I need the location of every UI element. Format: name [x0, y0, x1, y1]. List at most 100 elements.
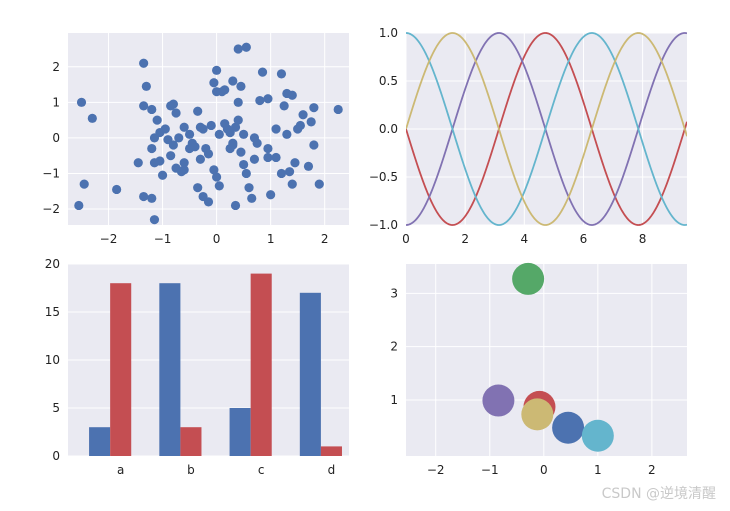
x-tick-label: −1 [154, 232, 172, 246]
x-tick-label: 0 [402, 232, 410, 246]
bar [229, 408, 251, 456]
scatter-point [195, 154, 205, 164]
x-tick-label: 1 [267, 232, 275, 246]
y-tick-label: −1 [42, 166, 60, 180]
scatter-point [147, 143, 157, 154]
scatter-point [309, 140, 319, 150]
bar [250, 273, 272, 456]
x-tick-label: a [117, 463, 124, 477]
scatter-point [76, 97, 87, 107]
x-tick-label: 2 [461, 232, 469, 246]
bar [320, 446, 342, 456]
scatter-point [241, 168, 251, 179]
y-tick-label: 0 [52, 449, 60, 463]
scatter-point [139, 191, 149, 202]
scatter-point [201, 143, 211, 154]
scatter-point [74, 200, 84, 211]
y-tick-label: 1.0 [379, 26, 398, 40]
x-tick-label: −1 [481, 463, 499, 477]
scatter-point [298, 110, 308, 120]
scatter-point [303, 161, 314, 171]
y-tick-label: 2 [390, 340, 398, 354]
scatter-point [212, 65, 222, 75]
scatter-point [306, 117, 316, 127]
bubble-scatter-axes: −2 −1 0 1 2 1 2 3 [390, 262, 687, 477]
y-tick-label: 0.0 [379, 122, 398, 136]
x-tick-label: 8 [639, 232, 647, 246]
scatter-point [190, 142, 200, 152]
y-tick-label: 2 [52, 60, 60, 74]
scatter-point [160, 124, 170, 134]
y-tick-label: −1.0 [369, 218, 398, 232]
scatter-point [206, 120, 216, 131]
scatter-point [133, 158, 143, 168]
scatter-point [239, 129, 249, 139]
x-tick-label: 1 [594, 463, 602, 477]
scatter-point [225, 127, 235, 138]
scatter-point [236, 81, 246, 91]
scatter-point [139, 101, 149, 111]
scatter-point [220, 85, 230, 95]
series-line [406, 32, 687, 226]
bubble [521, 398, 554, 431]
scatter-point [263, 94, 273, 104]
series-line [406, 32, 687, 226]
watermark: CSDN @逆境清醒 [601, 486, 716, 502]
scatter-point [168, 99, 178, 109]
scatter-point [87, 113, 97, 123]
scatter-point [233, 115, 243, 125]
scatter-point [287, 90, 297, 100]
scatter-point [249, 154, 260, 164]
y-tick-label: 5 [52, 401, 60, 415]
x-tick-label: 6 [580, 232, 588, 246]
x-tick-label: d [328, 463, 336, 477]
scatter-point [193, 183, 203, 193]
scatter-point [233, 44, 243, 54]
x-tick-label: b [187, 463, 195, 477]
scatter-point [214, 129, 224, 139]
scatter-point [309, 103, 319, 113]
scatter-point [179, 158, 189, 168]
x-tick-label: 2 [648, 463, 656, 477]
scatter-point [282, 129, 292, 139]
bar [89, 427, 111, 456]
y-tick-label: 1 [390, 393, 398, 407]
scatter-point [157, 170, 168, 180]
x-tick-label: 4 [520, 232, 528, 246]
scatter-point [79, 179, 89, 189]
bar [159, 283, 181, 456]
x-tick-label: 2 [321, 232, 329, 246]
scatter-point [214, 181, 224, 191]
bubble [581, 419, 614, 452]
scatter-point [139, 58, 149, 68]
scatter-point [228, 138, 238, 148]
scatter-point [179, 165, 189, 175]
y-tick-label: 3 [390, 286, 398, 300]
x-tick-label: −2 [100, 232, 118, 246]
bubble [512, 262, 545, 295]
scatter-point [255, 95, 265, 106]
scatter-point [263, 152, 273, 163]
y-tick-label: 0 [52, 131, 60, 145]
y-tick-label: 10 [45, 353, 60, 367]
scatter-point [152, 115, 162, 125]
x-tick-label: c [258, 463, 265, 477]
scatter-point [228, 76, 238, 86]
x-tick-label: 0 [213, 232, 221, 246]
scatter-point [266, 190, 276, 200]
scatter-point [257, 67, 268, 77]
scatter-point [209, 165, 219, 175]
bubble [552, 411, 585, 444]
scatter-point [271, 124, 281, 134]
scatter-point [276, 168, 287, 179]
y-tick-label: 15 [45, 305, 60, 319]
y-tick-label: −0.5 [369, 170, 398, 184]
scatter-point [333, 104, 343, 115]
scatter-point [149, 158, 160, 168]
scatter-point [279, 101, 289, 111]
scatter-point [171, 108, 181, 118]
scatter-point [212, 172, 222, 182]
bar [110, 283, 132, 456]
scatter-point [247, 193, 257, 203]
